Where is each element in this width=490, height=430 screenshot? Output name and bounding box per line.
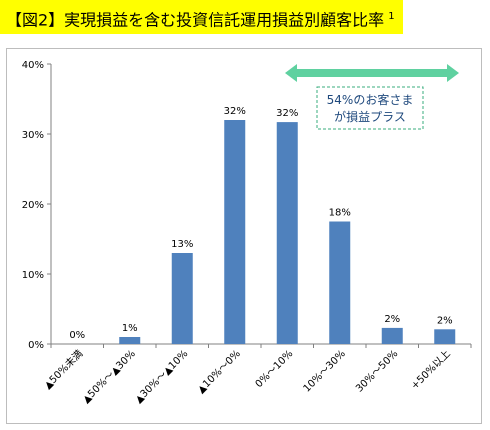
y-tick-label: 20% — [22, 200, 44, 211]
data-labels: 0% 1% 13% 32% 32% 18% 2% 2% — [69, 106, 452, 341]
bar — [171, 253, 193, 344]
x-tick-label: +50%以上 — [409, 348, 453, 392]
title-footnote: 1 — [388, 11, 395, 22]
bar — [329, 221, 351, 344]
y-tick-label: 40% — [22, 60, 44, 71]
x-tick-label: ▲50%未満 — [42, 348, 86, 392]
annotation-line2: が損益プラス — [334, 109, 406, 124]
data-label: 18% — [329, 208, 351, 219]
y-tick-label: 30% — [22, 130, 44, 141]
chart-frame: 0% 1% 13% 32% 32% 18% 2% 2% ▲50%未満 ▲50%～▲30% ▲30%… — [6, 48, 482, 424]
chart-title: 【図2】実現損益を含む投資信託運用損益別顧客比率 — [6, 10, 385, 30]
data-label: 0% — [69, 330, 85, 341]
x-tick-label: 30%～50% — [354, 348, 400, 394]
chart-title-banner: 【図2】実現損益を含む投資信託運用損益別顧客比率 1 — [0, 0, 403, 34]
x-tick-label: 0%～10% — [254, 348, 296, 390]
data-label: 32% — [276, 108, 298, 119]
x-tick-labels: ▲50%未満▲50%～▲30%▲30%～▲10% ▲10%～0% 0%～10% 10%… — [42, 348, 453, 406]
data-label: 2% — [437, 315, 453, 326]
bar — [119, 337, 141, 344]
x-tick-label: ▲30%～▲10% — [133, 348, 190, 405]
data-label: 32% — [224, 106, 246, 117]
bar — [381, 327, 403, 344]
bar-chart: 0% 1% 13% 32% 32% 18% 2% 2% ▲50%未満▲50%～▲30%▲30%… — [22, 60, 472, 406]
y-tick-label: 0% — [28, 340, 44, 351]
bar — [276, 122, 298, 344]
range-arrow — [285, 64, 459, 82]
bar — [434, 329, 456, 344]
data-label: 13% — [171, 239, 193, 250]
x-tick-label: ▲10%～0% — [196, 348, 243, 395]
data-label: 1% — [122, 323, 138, 334]
x-tick-label: 10%～30% — [302, 348, 348, 394]
annotation-line1: 54%のお客さま — [327, 92, 414, 107]
bar — [224, 120, 246, 344]
data-label: 2% — [384, 314, 400, 325]
y-tick-labels: 0% 10% 20% 30% 40% — [22, 60, 44, 351]
annotation-box: 54%のお客さま が損益プラス — [316, 86, 424, 130]
y-tick-label: 10% — [22, 270, 44, 281]
bars — [119, 120, 456, 344]
double-arrow-icon — [285, 64, 459, 82]
x-tick-label: ▲50%～▲30% — [81, 348, 138, 405]
